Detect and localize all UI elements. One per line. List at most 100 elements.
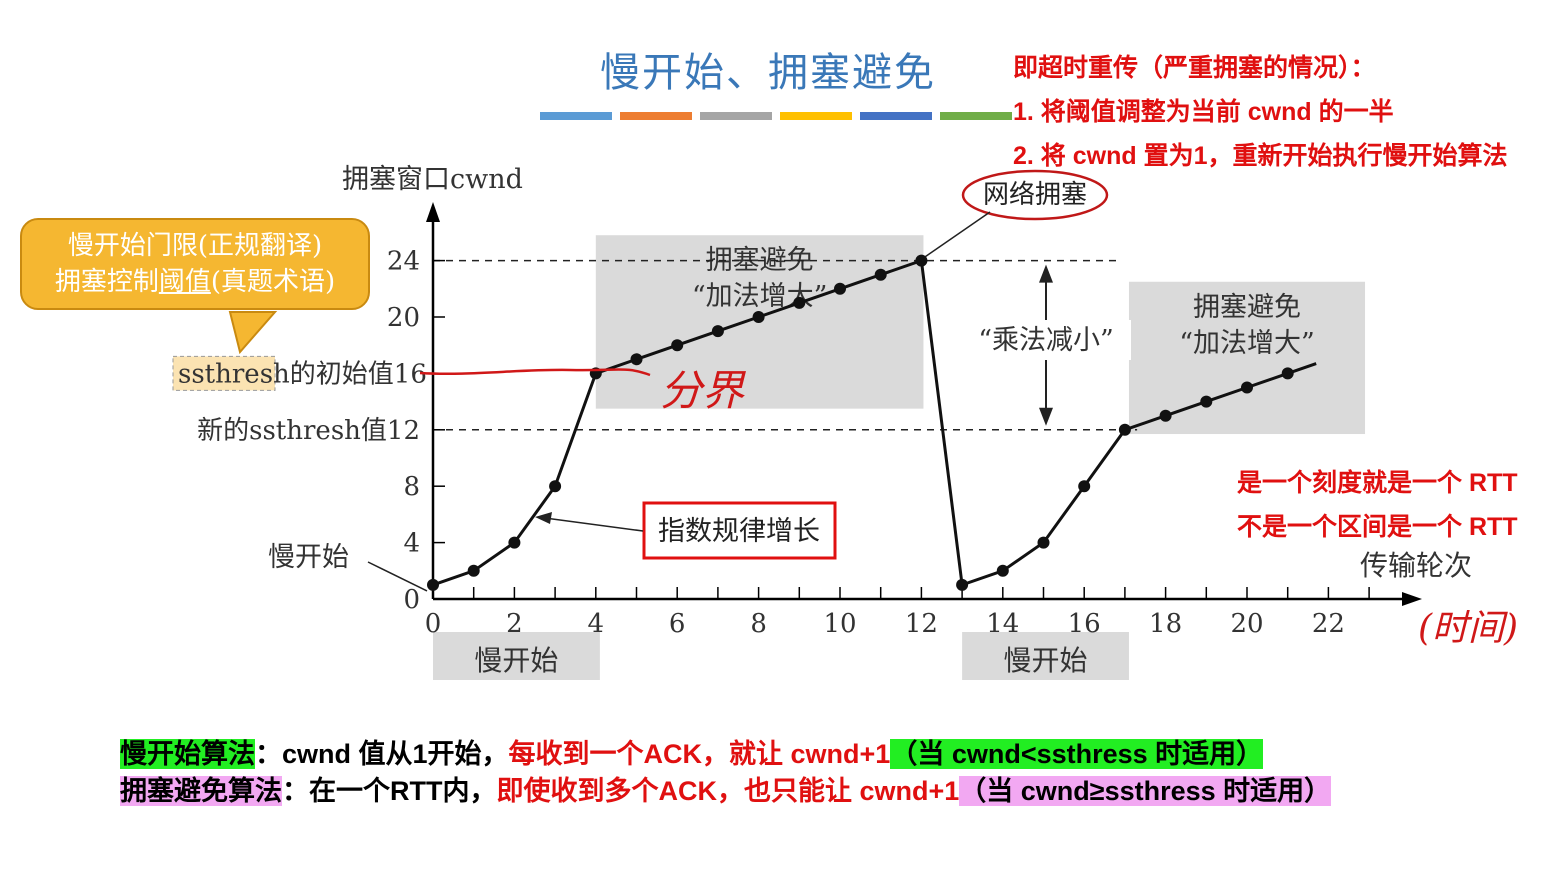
- x-tick-label: 8: [750, 609, 767, 639]
- ssthresh-highlight: [172, 355, 276, 391]
- x-tick-label: 22: [1312, 609, 1345, 639]
- timeout-note-heading: 即超时重传（严重拥塞的情况）：: [1013, 54, 1376, 82]
- y-tick-label: 8: [403, 472, 420, 502]
- cwnd-point: [793, 296, 806, 309]
- cwnd-point: [1281, 367, 1294, 380]
- title-stripe: [620, 112, 692, 120]
- cwnd-point: [752, 311, 765, 323]
- cwnd-point: [1037, 536, 1050, 549]
- x-tick-label: 6: [669, 609, 686, 639]
- exponential-growth-box: [642, 501, 837, 560]
- x-tick-label: 12: [905, 609, 938, 639]
- slow-start-algorithm-text: ：cwnd 值从1开始，: [255, 739, 509, 769]
- cwnd-point: [996, 564, 1009, 577]
- cwnd-point: [549, 480, 562, 493]
- slow-start-algorithm-label: 慢开始算法: [120, 739, 255, 769]
- y-tick-label: 4: [403, 529, 420, 559]
- cwnd-point: [1118, 423, 1131, 436]
- cwnd-point: [427, 578, 439, 591]
- rtt-note-line2: 不是一个区间是一个 RTT: [1237, 513, 1518, 541]
- cwnd-point: [1200, 395, 1213, 408]
- rtt-note-line1: 是一个刻度就是一个 RTT: [1237, 469, 1518, 497]
- cwnd-point: [1241, 381, 1253, 394]
- exponential-pointer-arrow: [535, 512, 552, 524]
- title-stripe: [940, 112, 1012, 120]
- congestion-avoidance-rule: 即使收到多个ACK，也只能让 cwnd+1: [496, 776, 960, 806]
- multiplicative-decrease-label: “乘法减小”: [978, 325, 1114, 356]
- cwnd-point: [508, 536, 521, 549]
- x-axis-arrow: [1402, 592, 1422, 606]
- slow-start-band: [433, 632, 600, 680]
- y-axis-arrow: [426, 202, 440, 222]
- y-axis-label: 拥塞窗口cwnd: [342, 164, 523, 195]
- cwnd-point: [467, 564, 480, 577]
- x-tick-label: 14: [986, 609, 1019, 639]
- exponential-pointer: [544, 517, 644, 532]
- slow-start-label: 慢开始: [268, 542, 349, 573]
- x-tick-label: 2: [506, 609, 523, 639]
- callout-line2-prefix: 拥塞控制: [54, 267, 159, 297]
- congestion-avoidance-label: 拥塞避免算法: [120, 776, 282, 806]
- x-axis-label: 传输轮次: [1360, 549, 1472, 582]
- title-stripe: [540, 112, 612, 120]
- x-tick-label: 0: [425, 609, 442, 639]
- cwnd-point: [711, 325, 724, 338]
- cwnd-chart: 拥塞避免“加法增大” 拥塞避免“加法增大” 慢开始 慢开始 拥塞窗口cwnd传输轮次…: [172, 164, 1518, 680]
- callout-line2: 拥塞控制阈值(真题术语): [22, 264, 368, 300]
- ssthresh-initial-suffix: 的初始值16: [290, 359, 427, 389]
- callout-line2-underlined: 阈值: [158, 267, 211, 297]
- cwnd-point: [915, 254, 928, 267]
- cwnd-point: [1159, 409, 1172, 422]
- timeout-note-step2: 2. 将 cwnd 置为1，重新开始执行慢开始算法: [1013, 142, 1508, 170]
- threshold-callout: 慢开始门限(正规翻译) 拥塞控制阈值(真题术语): [20, 218, 370, 310]
- congestion-avoidance-region: [1128, 281, 1366, 435]
- handwritten-time-text: (时间): [1418, 608, 1518, 649]
- callout-line1: 慢开始门限(正规翻译): [67, 231, 323, 261]
- x-tick-label: 18: [1149, 609, 1182, 639]
- slow-start-pointer: [367, 561, 428, 592]
- slow-start-algorithm-line: 慢开始算法：cwnd 值从1开始，每收到一个ACK，就让 cwnd+1（当 cw…: [120, 732, 1264, 771]
- x-tick-label: 20: [1230, 609, 1263, 639]
- congestion-pointer: [924, 211, 991, 258]
- network-congestion-label: 网络拥塞: [983, 180, 1087, 210]
- handwritten-boundary-line: [419, 368, 651, 377]
- callout-line2-suffix: (真题术语): [210, 267, 336, 297]
- cwnd-point: [1078, 480, 1091, 493]
- decrease-arrow-head-down: [1039, 407, 1053, 426]
- y-tick-label: 0: [403, 585, 420, 615]
- congestion-avoidance-algorithm-line: 拥塞避免算法：在一个RTT内，即使收到多个ACK，也只能让 cwnd+1（当 c…: [120, 769, 1332, 808]
- congestion-avoidance-condition: （当 cwnd≥ssthress 时适用）: [959, 776, 1332, 806]
- slow-start-algorithm-rule: 每收到一个ACK，就让 cwnd+1: [508, 739, 891, 769]
- title-stripe: [860, 112, 932, 120]
- slow-start-band-label: 慢开始: [474, 644, 558, 677]
- region-sublabel: “加法增大”: [692, 281, 828, 312]
- cwnd-point: [956, 578, 969, 591]
- ssthresh-initial-label: ssthresh的初始值16: [178, 359, 427, 389]
- region-sublabel: “加法增大”: [1179, 328, 1315, 359]
- new-ssthresh-label: 新的ssthresh值12: [197, 416, 420, 446]
- slow-start-algorithm-condition: （当 cwnd<ssthress 时适用）: [890, 739, 1264, 769]
- ssthresh-word: ssthresh: [178, 359, 290, 389]
- exponential-growth-label: 指数规律增长: [658, 516, 820, 547]
- congestion-avoidance-text: ：在一个RTT内，: [282, 776, 497, 806]
- network-congestion-circle: [961, 169, 1109, 221]
- slow-start-band-label: 慢开始: [1004, 644, 1088, 677]
- x-tick-label: 4: [588, 609, 605, 639]
- decrease-arrow-head-up: [1039, 264, 1053, 283]
- decrease-label-bg: [961, 320, 1131, 360]
- x-tick-label: 10: [823, 609, 856, 639]
- cwnd-point: [874, 268, 887, 281]
- slow-start-band: [962, 632, 1129, 680]
- title-stripe: [780, 112, 852, 120]
- cwnd-point: [834, 282, 846, 295]
- cwnd-point: [671, 339, 684, 352]
- y-tick-label: 20: [387, 303, 420, 333]
- callout-pointer: [228, 311, 278, 355]
- y-tick-label: 24: [387, 247, 420, 277]
- handwritten-boundary-text: 分界: [660, 366, 746, 415]
- region-label: 拥塞避免: [1193, 292, 1301, 323]
- cwnd-point: [630, 353, 643, 366]
- title-stripe: [700, 112, 772, 120]
- x-tick-label: 16: [1068, 609, 1101, 639]
- page-title: 慢开始、拥塞避免: [600, 50, 936, 96]
